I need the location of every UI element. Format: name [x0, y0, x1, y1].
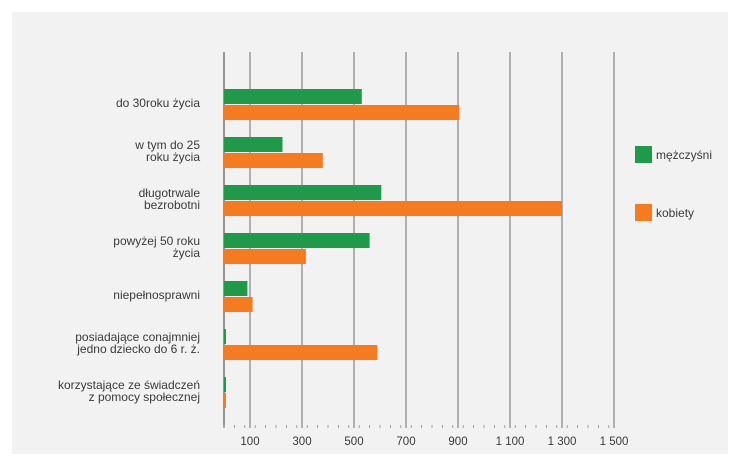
bar-men-4 — [224, 281, 248, 296]
category-label: korzystające ze świadczeń — [58, 378, 200, 392]
x-tick-label: 700 — [396, 436, 415, 448]
bar-men-6 — [224, 377, 226, 392]
bar-women-1 — [224, 153, 323, 168]
category-label: posiadające conajmniej — [75, 330, 200, 344]
x-tick-label: 500 — [344, 436, 363, 448]
category-label: w tym do 25 — [134, 138, 200, 152]
bar-men-5 — [224, 329, 226, 344]
category-label: roku życia — [146, 150, 200, 164]
category-label: powyżej 50 roku — [113, 234, 200, 248]
x-tick-label: 1 100 — [496, 436, 525, 448]
category-label: z pomocy społecznej — [89, 390, 200, 404]
category-label: do 30roku życia — [116, 96, 200, 110]
bar-women-2 — [224, 201, 562, 216]
category-label: życia — [173, 246, 201, 260]
bar-men-2 — [224, 185, 382, 200]
category-label: jedno dziecko do 6 r. ż. — [76, 342, 200, 356]
bar-women-6 — [224, 393, 226, 408]
legend-label: mężczyśni — [656, 148, 712, 162]
chart-panel: 100 300 500 700 900 1 100 1 300 1 500 do 30roku … — [12, 12, 728, 454]
category-label: bezrobotni — [144, 198, 200, 212]
bar-women-5 — [224, 345, 378, 360]
legend-swatch-men — [635, 146, 652, 163]
bar-men-0 — [224, 89, 362, 104]
x-tick-label: 1 300 — [548, 436, 577, 448]
x-tick-label: 300 — [292, 436, 311, 448]
category-label: niepełnosprawni — [113, 288, 200, 302]
bar-chart: 100 300 500 700 900 1 100 1 300 1 500 do 30roku … — [58, 52, 712, 448]
x-tick-label: 1 500 — [600, 436, 629, 448]
legend-label: kobiety — [656, 206, 694, 220]
bar-women-4 — [224, 297, 253, 312]
category-label: długotrwale — [139, 186, 201, 200]
bar-men-1 — [224, 137, 283, 152]
bar-women-0 — [224, 105, 460, 120]
bar-women-3 — [224, 249, 306, 264]
legend-swatch-women — [635, 204, 652, 221]
bar-men-3 — [224, 233, 370, 248]
x-tick-label: 900 — [448, 436, 467, 448]
x-tick-label: 100 — [240, 436, 259, 448]
